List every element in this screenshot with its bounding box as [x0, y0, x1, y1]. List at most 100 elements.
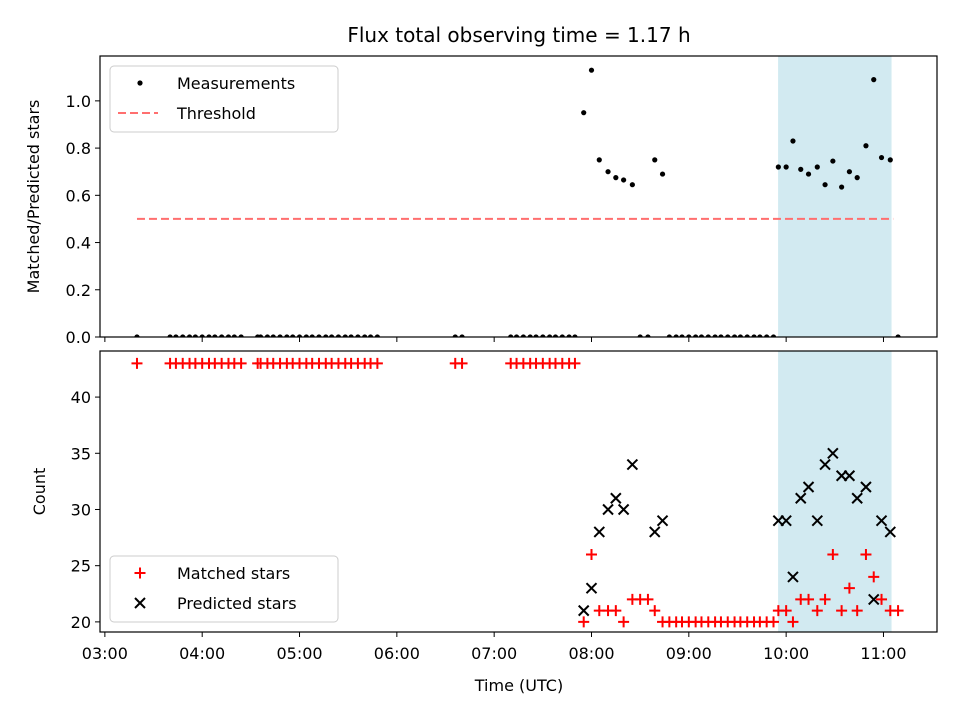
measurement-point: [666, 334, 672, 337]
measurement-point: [520, 334, 526, 337]
x-tick-label: 11:00: [860, 644, 906, 663]
measurement-point: [798, 166, 804, 172]
measurement-point: [783, 164, 789, 170]
matched-star-point: [569, 357, 581, 369]
predicted-star-point: [843, 470, 856, 482]
plot-area: [134, 67, 901, 337]
measurement-point: [605, 169, 611, 175]
x-tick-label: 08:00: [568, 644, 614, 663]
measurement-point: [186, 334, 193, 337]
measurement-point: [540, 334, 546, 337]
matched-star-point: [843, 582, 855, 594]
legend: Measurements Threshold: [109, 65, 339, 133]
measurement-point: [581, 110, 587, 116]
measurement-point: [895, 334, 901, 337]
axes-frame: [99, 55, 938, 338]
predicted-star-point: [795, 492, 807, 504]
x-tick-label: 07:00: [471, 644, 517, 663]
measurement-point: [225, 334, 232, 337]
measurement-point: [757, 334, 763, 337]
measurement-point: [362, 334, 368, 337]
legend-label: Threshold: [176, 104, 256, 123]
measurement-point: [257, 334, 264, 337]
measurement-point: [751, 334, 757, 337]
predicted-star-point: [780, 515, 792, 527]
measurement-point: [629, 182, 635, 188]
measurement-point: [335, 334, 342, 337]
measurement-point: [513, 334, 520, 337]
matched-star-point: [851, 605, 863, 617]
measurement-point: [296, 334, 303, 337]
matched-star-point: [235, 357, 247, 369]
matched-star-point: [827, 548, 839, 560]
measurement-point: [698, 334, 705, 337]
matched-star-point: [585, 548, 597, 560]
predicted-star-point: [860, 481, 872, 493]
y-tick-label: 20: [71, 613, 91, 632]
matched-star-point: [371, 357, 383, 369]
predicted-star-point: [875, 515, 888, 527]
y-tick-label: 35: [71, 444, 91, 463]
y-axis-title: Matched/Predicted stars: [24, 100, 43, 294]
measurement-point: [775, 164, 781, 170]
measurement-point: [192, 334, 198, 337]
measurement-point: [342, 334, 348, 337]
matched-star-point: [892, 605, 904, 617]
measurement-point: [290, 334, 296, 337]
matched-star-point: [787, 616, 799, 628]
matched-star-point: [649, 605, 661, 617]
measurement-point: [822, 182, 828, 188]
legend-swatch-plus: [134, 567, 146, 579]
measurement-point: [712, 334, 718, 337]
y-tick-label: 25: [71, 557, 91, 576]
measurement-point: [814, 164, 820, 170]
matched-star-point: [811, 605, 823, 617]
measurement-point: [839, 184, 845, 190]
measurement-point: [566, 334, 572, 337]
matched-star-point: [618, 616, 630, 628]
measurement-point: [533, 334, 539, 337]
top-panel: 0.0 0.2 0.4 0.6 0.8 1.0 Matched/Predicted star…: [24, 55, 938, 347]
y-tick-label: 0.0: [66, 328, 91, 347]
y-tick-label: 0.6: [66, 186, 91, 205]
highlight-span: [778, 56, 892, 337]
x-axis-title: Time (UTC): [474, 676, 563, 695]
y-tick-label: 0.2: [66, 281, 91, 300]
measurement-point: [459, 334, 465, 337]
measurement-point: [693, 334, 699, 337]
predicted-star-point: [851, 492, 863, 504]
measurement-point: [854, 175, 860, 181]
measurement-point: [790, 138, 796, 144]
measurement-point: [846, 169, 853, 175]
measurement-point: [871, 77, 877, 83]
measurement-point: [652, 157, 658, 163]
legend-label: Measurements: [177, 74, 295, 93]
measurement-point: [452, 334, 458, 337]
legend-swatch-x: [134, 597, 146, 609]
predicted-star-point: [811, 515, 823, 527]
measurement-point: [367, 334, 374, 337]
measurement-point: [199, 334, 205, 337]
y-tick-label: 30: [71, 500, 91, 519]
matched-star-point: [836, 605, 848, 617]
measurement-point: [805, 171, 812, 177]
bottom-panel: 03:00 04:00 05:00 06:00 07:00 08:00 09:00 10:00…: [30, 350, 938, 663]
measurement-point: [744, 334, 750, 337]
measurement-point: [637, 334, 643, 337]
matched-star-point: [578, 616, 590, 628]
measurement-point: [679, 334, 685, 337]
measurement-point: [596, 157, 602, 163]
y-tick-label: 0.4: [66, 234, 91, 253]
measurement-point: [830, 158, 836, 164]
matched-star-point: [610, 605, 622, 617]
measurement-point: [167, 334, 173, 337]
matched-star-point: [819, 593, 831, 605]
predicted-star-point: [626, 458, 639, 471]
y-tick-label: 40: [71, 388, 91, 407]
measurement-point: [374, 334, 380, 337]
x-tick-label: 06:00: [374, 644, 420, 663]
measurement-point: [134, 334, 140, 337]
measurement-point: [731, 334, 738, 337]
measurement-point: [686, 334, 692, 337]
axes-frame: [99, 350, 938, 633]
